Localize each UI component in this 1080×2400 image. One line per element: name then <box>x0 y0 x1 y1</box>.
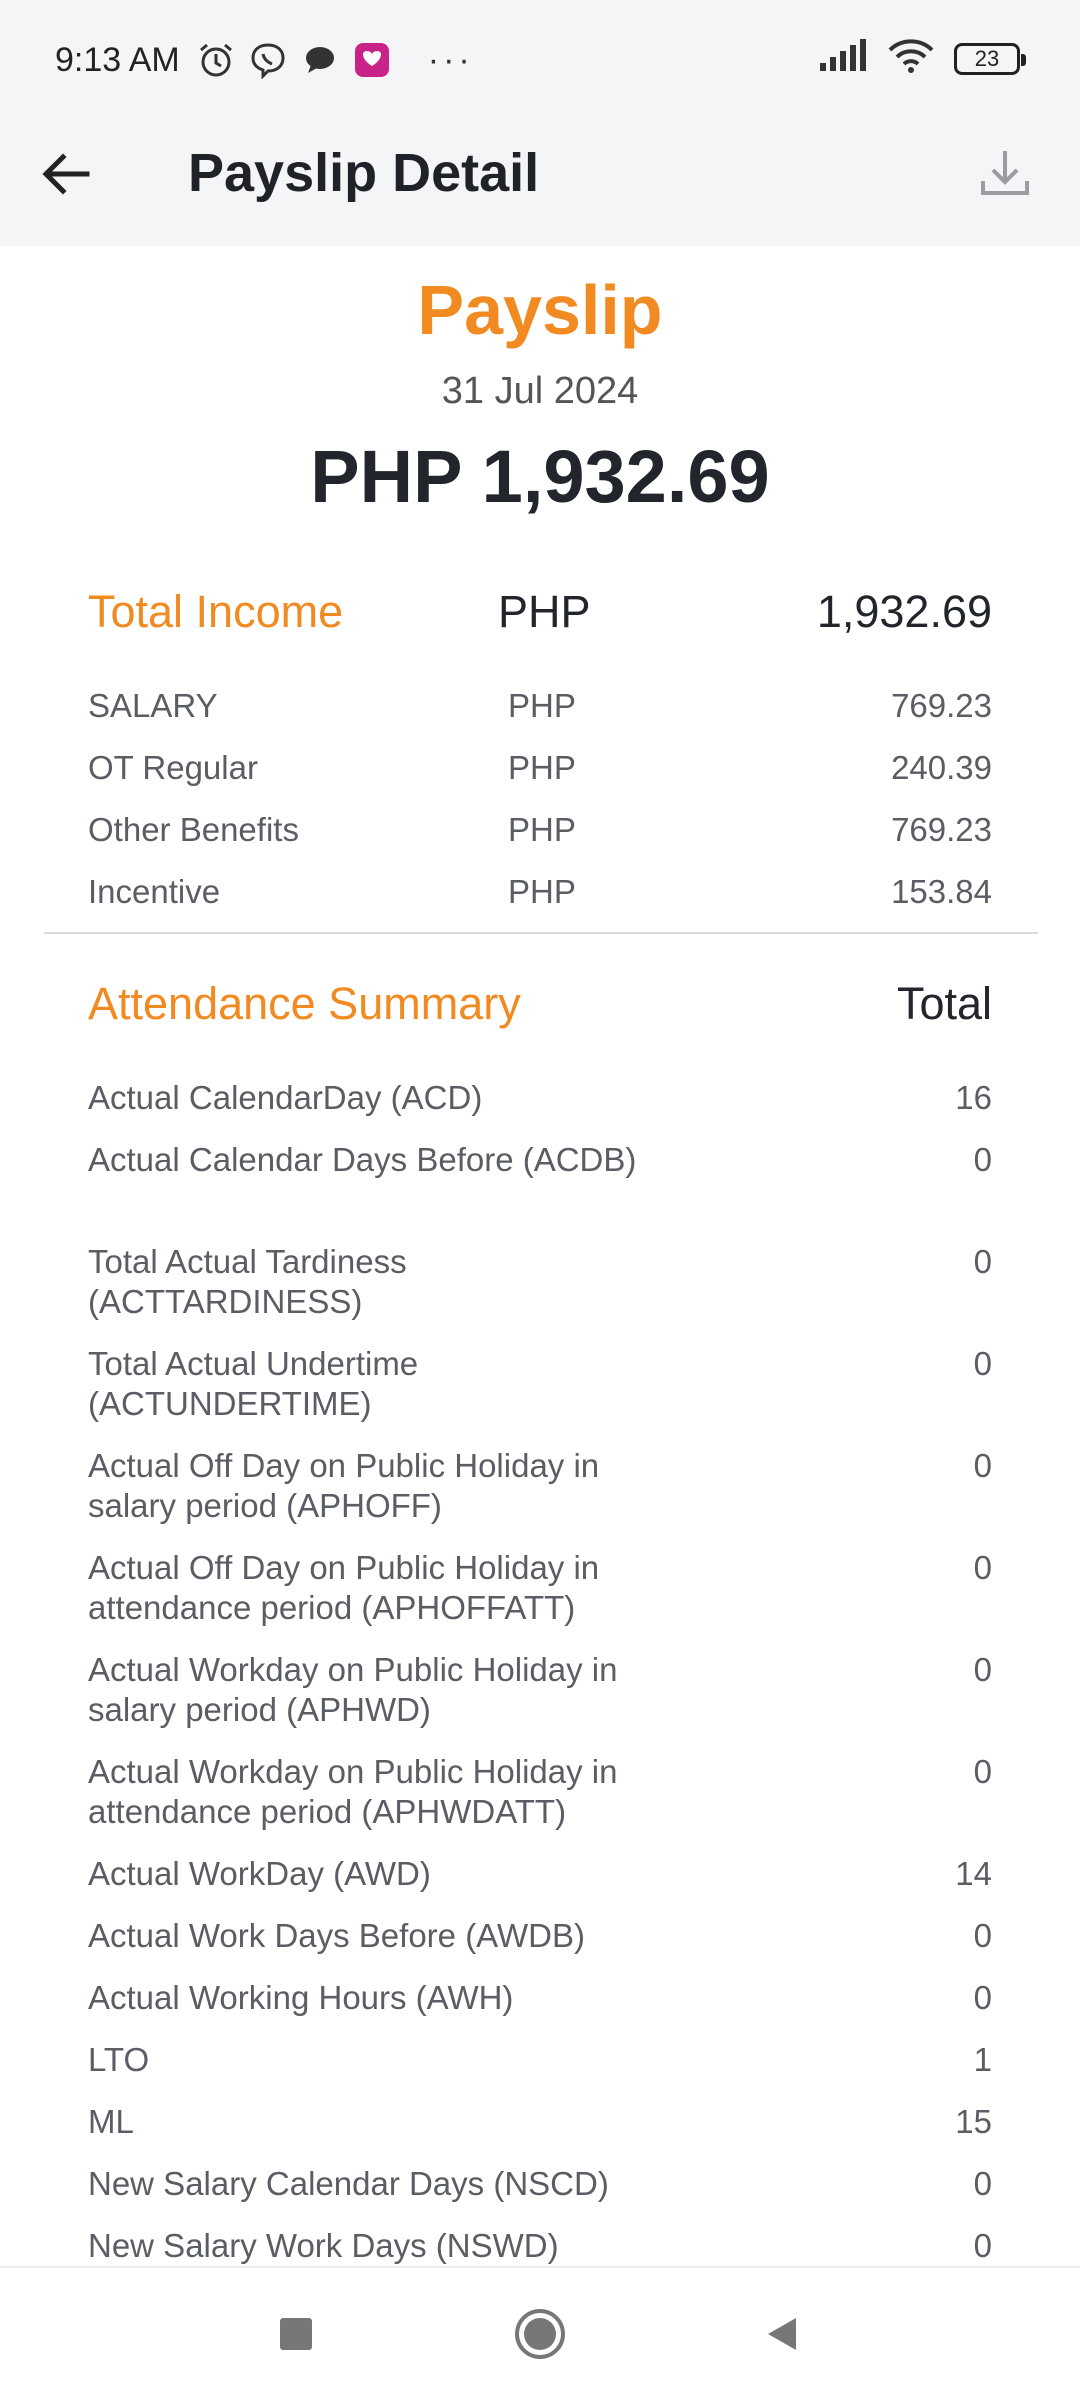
attendance-row-value: 0 <box>973 1549 992 1586</box>
attendance-row-label: New Salary Work Days (NSWD) <box>88 2227 559 2264</box>
lazada-icon <box>352 40 392 80</box>
home-button[interactable] <box>510 2304 570 2364</box>
chat-bubble-icon <box>300 40 340 80</box>
attendance-row-label: Actual Workday on Public Holiday in sala… <box>88 1651 618 1728</box>
payslip-date: 31 Jul 2024 <box>441 370 639 412</box>
income-row-value: 769.23 <box>891 811 992 848</box>
payslip-content[interactable]: Payslip 31 Jul 2024 PHP 1,932.69 Total I… <box>0 246 1080 2266</box>
income-row-currency: PHP <box>508 687 576 724</box>
arrow-left-icon <box>42 153 90 195</box>
attendance-row-value: 0 <box>973 2165 992 2202</box>
attendance-row-label: Total Actual Undertime (ACTUNDERTIME) <box>88 1345 419 1422</box>
attendance-row-value: 0 <box>973 1651 992 1688</box>
attendance-row-value: 0 <box>973 1753 992 1790</box>
attendance-row-value: 15 <box>955 2103 992 2140</box>
download-icon <box>981 151 1029 195</box>
home-circle-icon <box>515 2309 565 2359</box>
system-nav-bar <box>0 2266 1080 2400</box>
income-row-value: 153.84 <box>891 873 992 910</box>
attendance-row-value: 1 <box>973 2041 992 2078</box>
status-bar: 9:13 AM ··· 23 <box>0 0 1080 120</box>
wifi-icon <box>888 38 934 79</box>
signal-icon <box>818 39 868 78</box>
back-button[interactable] <box>36 144 96 204</box>
alarm-icon <box>196 40 236 80</box>
section-divider <box>44 932 1038 934</box>
attendance-row-value: 0 <box>973 1979 992 2016</box>
attendance-row-label: New Salary Calendar Days (NSCD) <box>88 2165 609 2202</box>
attendance-row-value: 0 <box>973 2227 992 2264</box>
download-button[interactable] <box>970 138 1040 208</box>
income-header-currency: PHP <box>498 586 591 637</box>
income-header-total: 1,932.69 <box>816 586 992 637</box>
attendance-row-value: 0 <box>973 1141 992 1178</box>
more-notifications-icon: ··· <box>427 40 474 79</box>
payslip-heading: Payslip <box>417 271 663 349</box>
attendance-row-value: 0 <box>973 1447 992 1484</box>
viber-icon <box>248 40 288 80</box>
income-row-currency: PHP <box>508 811 576 848</box>
income-row-currency: PHP <box>508 873 576 910</box>
attendance-row-value: 16 <box>955 1079 992 1116</box>
attendance-header-total: Total <box>896 978 992 1029</box>
income-row-label: SALARY <box>88 687 218 724</box>
attendance-row-label: Actual Working Hours (AWH) <box>88 1979 514 2016</box>
income-header: Total Income PHP 1,932.69 <box>88 586 992 646</box>
attendance-row-label: ML <box>88 2103 134 2140</box>
attendance-row-label: Actual Work Days Before (AWDB) <box>88 1917 585 1954</box>
attendance-row-label: Actual Workday on Public Holiday in atte… <box>88 1753 618 1830</box>
attendance-row-value: 0 <box>973 1243 992 1280</box>
income-header-label: Total Income <box>88 586 344 637</box>
app-bar: Payslip Detail <box>0 120 1080 246</box>
attendance-row-label: Actual Off Day on Public Holiday in atte… <box>88 1549 600 1626</box>
attendance-row-value: 0 <box>973 1917 992 1954</box>
attendance-header-label: Attendance Summary <box>88 978 521 1029</box>
attendance-row-label: LTO <box>88 2041 150 2078</box>
income-row-label: OT Regular <box>88 749 258 786</box>
income-row-currency: PHP <box>508 749 576 786</box>
income-row-value: 769.23 <box>891 687 992 724</box>
attendance-header: Attendance Summary Total <box>88 978 992 1038</box>
battery-icon: 23 <box>954 42 1026 75</box>
payslip-net-amount: PHP 1,932.69 <box>310 435 770 518</box>
recents-button[interactable] <box>266 2304 326 2364</box>
attendance-row-label: Total Actual Tardiness (ACTTARDINESS) <box>88 1243 407 1320</box>
back-triangle-icon <box>768 2318 796 2350</box>
income-row-label: Other Benefits <box>88 811 299 848</box>
attendance-row-label: Actual WorkDay (AWD) <box>88 1855 431 1892</box>
attendance-row-value: 0 <box>973 1345 992 1382</box>
attendance-row-label: Actual Off Day on Public Holiday in sala… <box>88 1447 600 1524</box>
income-row-value: 240.39 <box>891 749 992 786</box>
page-title: Payslip Detail <box>188 143 540 203</box>
recents-square-icon <box>280 2318 312 2350</box>
attendance-row-label: Actual Calendar Days Before (ACDB) <box>88 1141 637 1178</box>
status-time: 9:13 AM <box>55 40 180 79</box>
attendance-row-value: 14 <box>955 1855 992 1892</box>
attendance-row-label: Actual CalendarDay (ACD) <box>88 1079 483 1116</box>
back-nav-button[interactable] <box>752 2304 812 2364</box>
income-row-label: Incentive <box>88 873 221 910</box>
